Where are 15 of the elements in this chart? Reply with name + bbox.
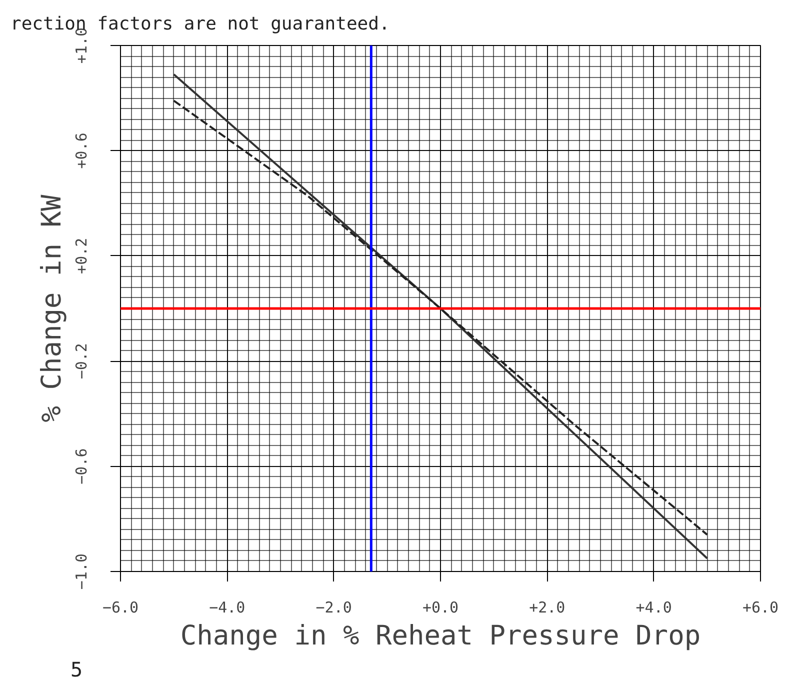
x-tick-label: +2.0	[529, 598, 566, 616]
x-tick-label: +4.0	[636, 598, 672, 616]
x-tick-label: −4.0	[209, 598, 246, 616]
y-tick-label: −0.6	[72, 448, 90, 484]
y-tick-label: +0.6	[72, 132, 90, 169]
x-tick-label: −6.0	[102, 598, 139, 616]
x-tick-label: −2.0	[316, 598, 352, 616]
y-axis-title: % Change in KW	[36, 194, 68, 422]
x-axis-title: Change in % Reheat Pressure Drop	[180, 620, 701, 652]
x-tick-label: +0.0	[422, 598, 459, 616]
y-tick-label: +0.2	[72, 238, 90, 274]
y-tick-label: −1.0	[72, 553, 90, 590]
y-tick-label: −0.2	[72, 343, 90, 380]
x-tick-label: +6.0	[742, 598, 779, 616]
text: 5	[70, 658, 83, 681]
